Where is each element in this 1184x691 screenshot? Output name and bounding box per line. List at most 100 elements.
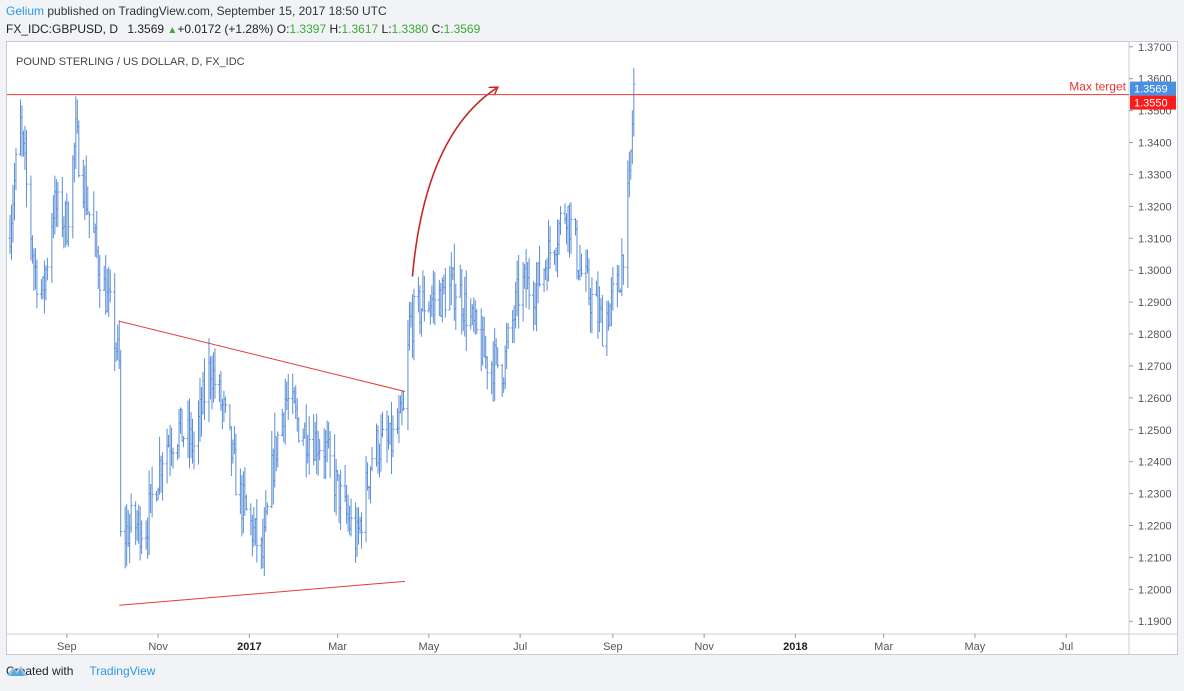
ohlc-bar [454,283,458,330]
tradingview-link[interactable]: TradingView [89,664,156,678]
price-axis[interactable]: 1.37001.36001.35001.34001.33001.32001.31… [1129,42,1172,628]
time-tick-label: Jul [513,641,527,653]
ohlc-bar [538,245,542,287]
time-axis[interactable]: Sep Nov 2017 Mar May Jul Sep Nov 2018 Mar May Jul [57,634,1073,653]
ohlc-bar [506,323,510,349]
svg-text:1.3569: 1.3569 [1134,84,1168,96]
ohlc-bar [213,348,217,399]
ohlc-bar [182,436,186,448]
ohlc-bar [569,202,573,254]
ohlc-bar [559,206,563,235]
ohlc-bar [234,433,238,496]
ohlc-bar [276,431,280,468]
target-price-tag: 1.3550 [1130,95,1176,110]
price-tick-label: 1.2400 [1138,457,1172,469]
time-tick-label: 2017 [237,641,261,653]
ohlc-bar [370,447,374,472]
last-price: 1.3569 [127,22,165,36]
ohlc-bar [349,498,353,537]
close-value: 1.3569 [443,22,481,36]
ohlc-bar [464,270,468,351]
ohlc-bar [202,358,206,421]
ohlc-bar [517,254,521,329]
ohlc-bar [496,347,500,369]
trend-line[interactable] [119,580,405,606]
ohlc-header: FX_IDC:GBPUSD, D 1.3569 ▲+0.0172 (+1.28%… [6,22,480,36]
price-tick-label: 1.1900 [1138,616,1172,628]
time-tick-label: Nov [148,641,168,653]
chart-panel[interactable]: POUND STERLING / US DOLLAR, D, FX_IDC 1.… [6,41,1178,655]
ohlc-bar [548,226,552,269]
ohlc-bar [87,211,91,239]
ohlc-bar [255,499,259,563]
ohlc-bar [475,308,479,335]
time-tick-label: May [965,641,986,653]
svg-text:1.3550: 1.3550 [1134,98,1168,110]
time-tick-label: Sep [57,641,77,653]
ohlc-bar [77,120,81,178]
close-label: C: [431,22,444,36]
ohlc-bar [527,258,531,310]
ohlc-bar [485,355,489,390]
high-value: 1.3617 [341,22,379,36]
price-bars [8,68,636,576]
low-value: 1.3380 [391,22,429,36]
ohlc-bar [140,520,144,555]
annotations[interactable]: Max terget 1.3569 1.3550 [7,80,1176,606]
ohlc-bar [171,447,175,469]
ohlc-bar [632,68,636,137]
ohlc-bar [422,276,426,322]
time-tick-label: Mar [328,641,347,653]
low-label: L: [381,22,392,36]
ohlc-bar [401,390,405,411]
price-tick-label: 1.2200 [1138,520,1172,532]
time-tick-label: Sep [603,641,623,653]
publish-info: Gelium published on TradingView.com, Sep… [6,4,387,18]
max-target-label: Max terget [1069,80,1126,94]
ohlc-bar [161,452,165,501]
target-arrow[interactable] [411,88,496,277]
ohlc-bar [66,201,70,247]
ohlc-bar [150,466,154,518]
ohlc-bar [360,512,364,549]
price-chart[interactable]: POUND STERLING / US DOLLAR, D, FX_IDC 1.… [7,42,1177,654]
price-tick-label: 1.2100 [1138,552,1172,564]
ohlc-bar [621,254,625,285]
symbol-label: FX_IDC:GBPUSD, D [6,22,119,36]
ohlc-bar [223,396,227,413]
price-tick-label: 1.3400 [1138,138,1172,150]
price-change: +0.0172 (+1.28%) [177,22,274,36]
ohlc-bar [307,416,311,475]
ohlc-bar [108,269,112,303]
author-link[interactable]: Gelium [6,4,45,18]
ohlc-bar [24,130,28,208]
time-tick-label: May [418,641,439,653]
time-tick-label: 2018 [783,641,807,653]
ohlc-bar [297,417,301,443]
price-tick-label: 1.3300 [1138,169,1172,181]
ohlc-bar [45,257,49,281]
price-tick-label: 1.2800 [1138,329,1172,341]
ohlc-bar [98,254,102,309]
price-tick-label: 1.2600 [1138,393,1172,405]
trend-line[interactable] [119,320,406,392]
ohlc-bar [579,253,583,277]
price-tick-label: 1.3100 [1138,233,1172,245]
up-triangle-icon: ▲ [167,25,178,36]
ohlc-bar [600,294,604,347]
ohlc-bar [14,148,18,191]
ohlc-bar [192,431,196,470]
ohlc-bar [611,267,615,311]
price-tick-label: 1.2300 [1138,489,1172,501]
ohlc-bar [56,181,60,228]
price-tick-label: 1.3200 [1138,201,1172,213]
footer: Created with TradingView [6,664,155,678]
ohlc-bar [129,493,133,533]
time-tick-label: Mar [874,641,893,653]
price-tick-label: 1.2900 [1138,297,1172,309]
ohlc-bar [433,272,437,326]
ohlc-bar [119,349,123,537]
price-tick-label: 1.2700 [1138,361,1172,373]
price-tick-label: 1.2000 [1138,584,1172,596]
time-tick-label: Jul [1059,641,1073,653]
